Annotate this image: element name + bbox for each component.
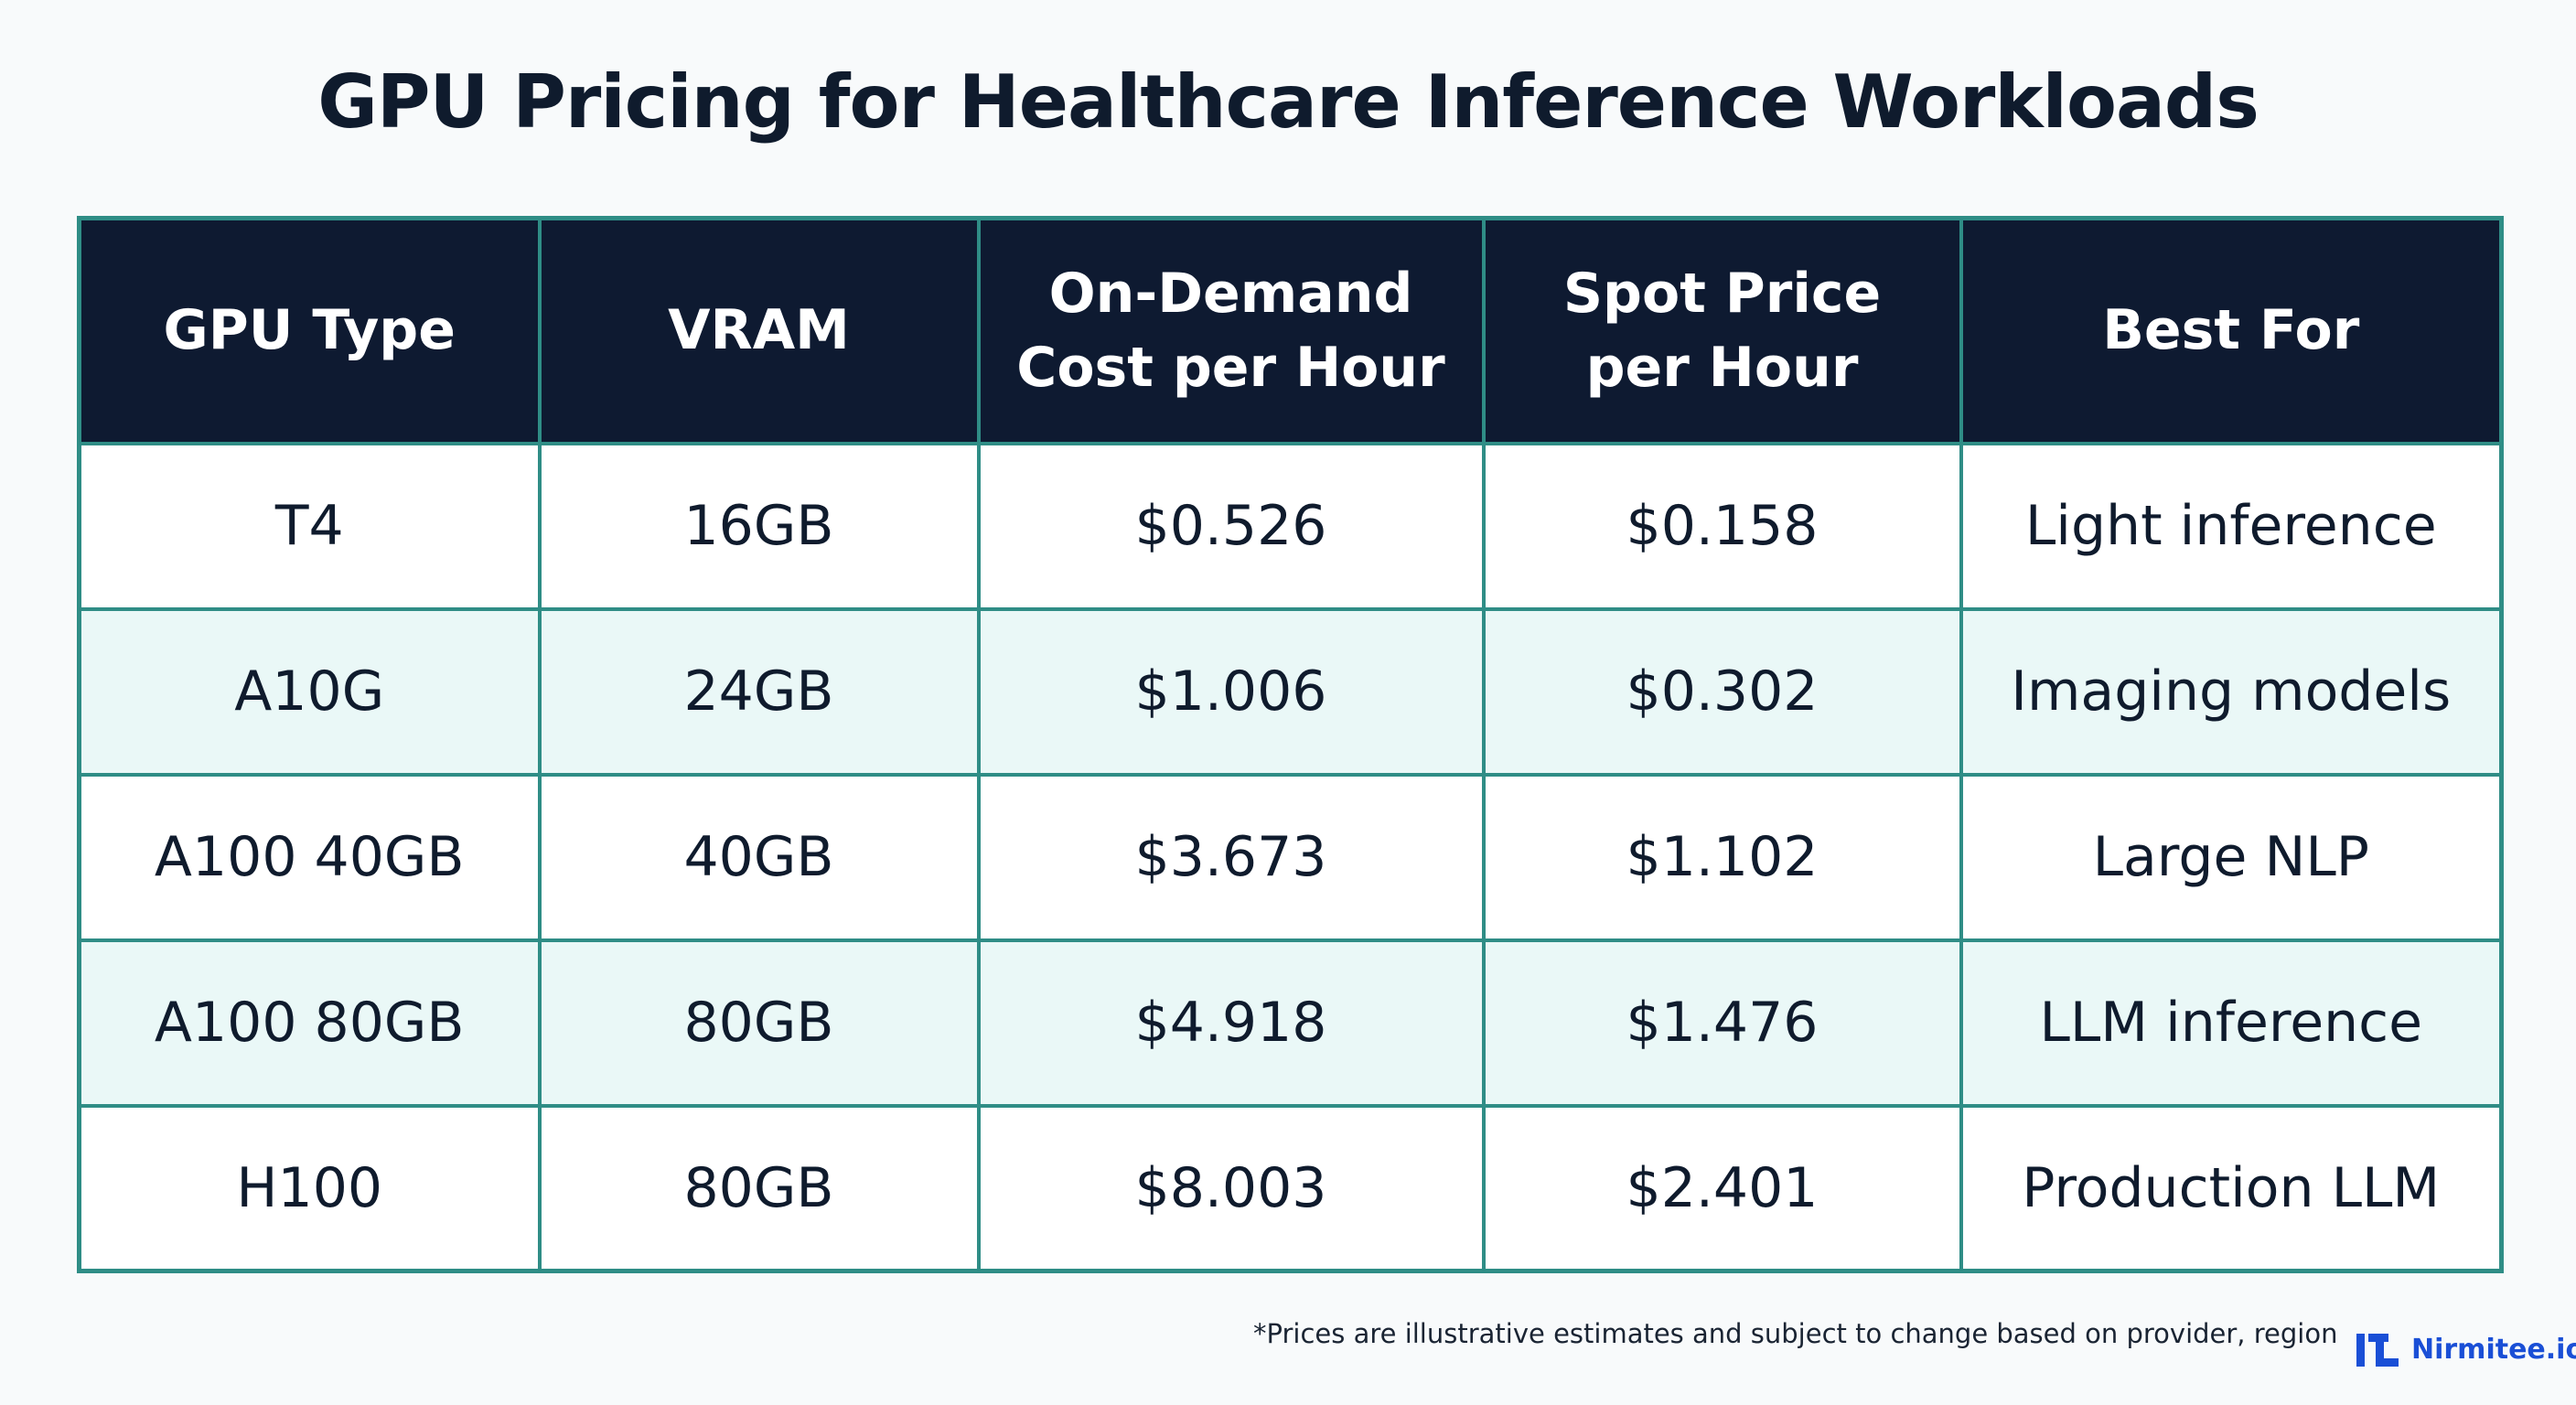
column-header-best-for: Best For	[1959, 216, 2504, 445]
cell-vram: 80GB	[537, 1103, 981, 1273]
cell-vram: 80GB	[537, 938, 981, 1108]
cell-gpu-type: H100	[77, 1103, 542, 1273]
table-row: A10G 24GB $1.006 $0.302 Imaging models	[77, 606, 2504, 777]
cell-best-for: Light inference	[1959, 441, 2504, 611]
cell-best-for: Large NLP	[1959, 772, 2504, 942]
column-header-on-demand-cost: On-Demand Cost per Hour	[976, 216, 1486, 445]
table-row: T4 16GB $0.526 $0.158 Light inference	[77, 441, 2504, 611]
header-row: GPU Type VRAM On-Demand Cost per Hour Sp…	[77, 216, 2504, 445]
nirmitee-logo-icon	[2356, 1334, 2399, 1367]
gpu-pricing-table: GPU Type VRAM On-Demand Cost per Hour Sp…	[77, 216, 2504, 1273]
cell-gpu-type: A100 40GB	[77, 772, 542, 942]
cell-on-demand-cost: $0.526	[976, 441, 1486, 611]
cell-vram: 16GB	[537, 441, 981, 611]
cell-on-demand-cost: $1.006	[976, 606, 1486, 777]
column-header-vram: VRAM	[537, 216, 981, 445]
cell-gpu-type: T4	[77, 441, 542, 611]
cell-vram: 40GB	[537, 772, 981, 942]
cell-best-for: Production LLM	[1959, 1103, 2504, 1273]
page-title: GPU Pricing for Healthcare Inference Wor…	[317, 59, 2259, 145]
cell-spot-price: $1.476	[1481, 938, 1963, 1108]
cell-spot-price: $1.102	[1481, 772, 1963, 942]
table-row: A100 40GB 40GB $3.673 $1.102 Large NLP	[77, 772, 2504, 942]
brand-name: Nirmitee.io	[2411, 1334, 2576, 1366]
cell-spot-price: $2.401	[1481, 1103, 1963, 1273]
brand-badge[interactable]: Nirmitee.io	[2356, 1330, 2576, 1370]
cell-gpu-type: A10G	[77, 606, 542, 777]
table-body: T4 16GB $0.526 $0.158 Light inference A1…	[77, 441, 2504, 1273]
cell-on-demand-cost: $4.918	[976, 938, 1486, 1108]
column-header-spot-price: Spot Price per Hour	[1481, 216, 1963, 445]
table-row: H100 80GB $8.003 $2.401 Production LLM	[77, 1103, 2504, 1273]
cell-spot-price: $0.302	[1481, 606, 1963, 777]
cell-best-for: Imaging models	[1959, 606, 2504, 777]
cell-on-demand-cost: $8.003	[976, 1103, 1486, 1273]
cell-spot-price: $0.158	[1481, 441, 1963, 611]
column-header-gpu-type: GPU Type	[77, 216, 542, 445]
table-row: A100 80GB 80GB $4.918 $1.476 LLM inferen…	[77, 938, 2504, 1108]
cell-on-demand-cost: $3.673	[976, 772, 1486, 942]
cell-gpu-type: A100 80GB	[77, 938, 542, 1108]
table-header: GPU Type VRAM On-Demand Cost per Hour Sp…	[77, 216, 2504, 445]
cell-vram: 24GB	[537, 606, 981, 777]
pricing-footnote: *Prices are illustrative estimates and s…	[1253, 1318, 2338, 1349]
pricing-table-container: GPU Type VRAM On-Demand Cost per Hour Sp…	[77, 216, 2504, 1273]
cell-best-for: LLM inference	[1959, 938, 2504, 1108]
